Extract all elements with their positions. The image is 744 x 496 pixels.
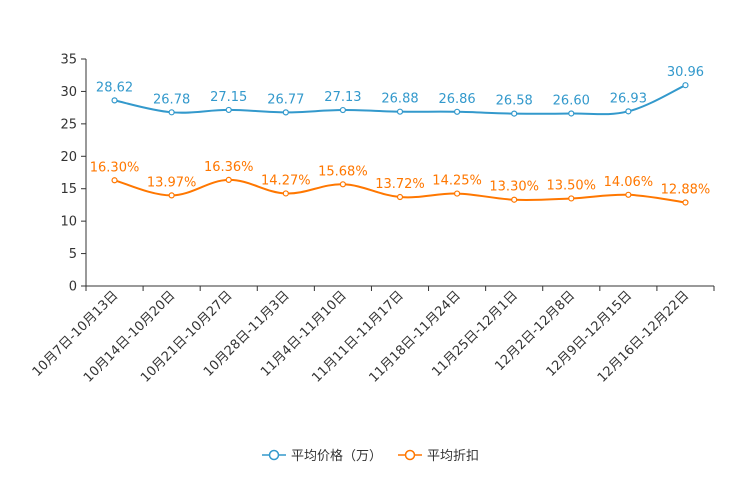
data-point[interactable]: [568, 195, 575, 202]
data-point[interactable]: [625, 191, 632, 198]
data-point[interactable]: [682, 82, 689, 89]
y-tick-label: 15: [60, 182, 77, 197]
data-point[interactable]: [511, 110, 518, 117]
data-point[interactable]: [282, 190, 289, 197]
data-point[interactable]: [339, 106, 347, 114]
data-point[interactable]: [282, 109, 289, 116]
data-label: 26.88: [381, 92, 418, 107]
data-label: 27.13: [324, 90, 361, 105]
data-point[interactable]: [682, 199, 689, 206]
data-label: 15.68%: [318, 164, 368, 179]
y-tick-label: 35: [60, 53, 77, 68]
y-tick-label: 20: [60, 150, 77, 165]
data-label: 13.50%: [546, 178, 596, 193]
data-label: 28.62: [96, 80, 133, 95]
data-label: 26.58: [496, 94, 533, 109]
y-tick-label: 30: [60, 85, 77, 100]
data-point[interactable]: [225, 176, 232, 183]
data-point[interactable]: [168, 109, 175, 116]
data-label: 14.25%: [432, 174, 482, 189]
data-point[interactable]: [453, 108, 461, 115]
y-tick-label: 25: [60, 117, 77, 132]
data-label: 14.06%: [604, 175, 654, 190]
data-point[interactable]: [453, 190, 461, 197]
legend-marker-icon: [268, 449, 280, 461]
data-point[interactable]: [568, 110, 575, 117]
data-label: 13.30%: [489, 180, 539, 195]
data-label: 26.93: [610, 91, 647, 106]
data-point[interactable]: [625, 108, 632, 115]
data-label: 16.30%: [90, 160, 140, 175]
series-layer: [111, 82, 689, 206]
y-tick-label: 10: [60, 215, 77, 230]
legend-marker-icon: [404, 449, 416, 461]
data-point[interactable]: [111, 97, 118, 104]
data-point[interactable]: [168, 192, 175, 199]
data-point[interactable]: [339, 181, 347, 188]
legend: 平均价格（万） 平均折扣: [262, 448, 479, 464]
data-point[interactable]: [511, 196, 518, 203]
data-label: 16.36%: [204, 160, 254, 175]
data-label: 30.96: [667, 65, 704, 80]
legend-item-label[interactable]: 平均折扣: [427, 449, 479, 464]
data-label: 26.78: [153, 92, 190, 107]
data-label: 12.88%: [661, 182, 711, 197]
data-label: 27.15: [210, 90, 247, 105]
data-label: 26.77: [267, 92, 304, 107]
data-point[interactable]: [225, 106, 232, 114]
data-point[interactable]: [111, 177, 118, 184]
data-label: 13.97%: [147, 175, 197, 190]
data-label: 26.60: [553, 93, 590, 108]
data-label: 26.86: [438, 92, 475, 107]
y-tick-label: 0: [69, 280, 77, 295]
y-tick-label: 5: [69, 247, 77, 262]
data-label: 14.27%: [261, 173, 311, 188]
data-point[interactable]: [396, 193, 404, 201]
data-labels-layer: 28.62 26.78 27.15 26.77 27.13 26.88 26.86 26.58…: [90, 65, 710, 197]
data-point[interactable]: [396, 108, 404, 115]
legend-item-label[interactable]: 平均价格（万）: [291, 448, 382, 464]
data-label: 13.72%: [375, 177, 425, 192]
